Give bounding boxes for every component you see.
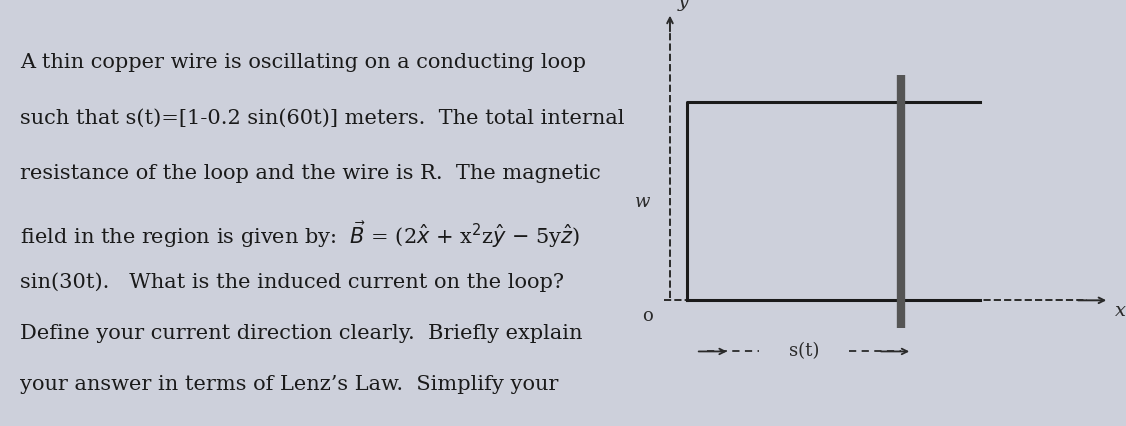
Text: field in the region is given by:  $\vec{B}$ = (2$\hat{x}$ + x$^{2}$z$\hat{y}$ $-: field in the region is given by: $\vec{B…	[20, 219, 580, 250]
Text: sin(30t).   What is the induced current on the loop?: sin(30t). What is the induced current on…	[20, 273, 564, 292]
Text: s(t): s(t)	[789, 343, 819, 360]
Text: y: y	[678, 0, 689, 11]
Text: your answer in terms of Lenz’s Law.  Simplify your: your answer in terms of Lenz’s Law. Simp…	[20, 375, 558, 394]
Text: answer.: answer.	[20, 422, 101, 426]
Text: resistance of the loop and the wire is R.  The magnetic: resistance of the loop and the wire is R…	[20, 164, 601, 183]
Text: w: w	[635, 193, 651, 211]
Text: such that s(t)=[1-0.2 sin(60t)] meters.  The total internal: such that s(t)=[1-0.2 sin(60t)] meters. …	[20, 109, 625, 128]
Text: x: x	[1115, 302, 1126, 320]
Text: o: o	[642, 307, 653, 325]
Text: A thin copper wire is oscillating on a conducting loop: A thin copper wire is oscillating on a c…	[20, 53, 587, 72]
Text: Define your current direction clearly.  Briefly explain: Define your current direction clearly. B…	[20, 324, 583, 343]
